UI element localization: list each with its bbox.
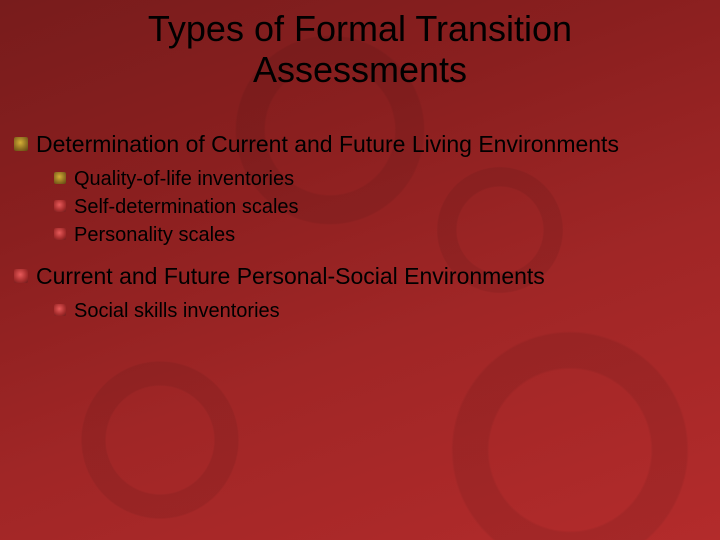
slide-title: Types of Formal Transition Assessments xyxy=(80,8,640,91)
section-heading: Current and Future Personal-Social Envir… xyxy=(10,262,700,292)
gear-watermark xyxy=(60,340,260,540)
list-item: Quality‑of‑life inventories xyxy=(10,166,700,192)
slide: Types of Formal Transition Assessments D… xyxy=(0,0,720,540)
list-item: Personality scales xyxy=(10,222,700,248)
list-item: Self-determination scales xyxy=(10,194,700,220)
list-item: Social skills inventories xyxy=(10,298,700,324)
section-heading: Determination of Current and Future Livi… xyxy=(10,130,700,160)
section-0: Determination of Current and Future Livi… xyxy=(10,130,700,248)
slide-body: Determination of Current and Future Livi… xyxy=(10,130,700,338)
section-1: Current and Future Personal-Social Envir… xyxy=(10,262,700,324)
